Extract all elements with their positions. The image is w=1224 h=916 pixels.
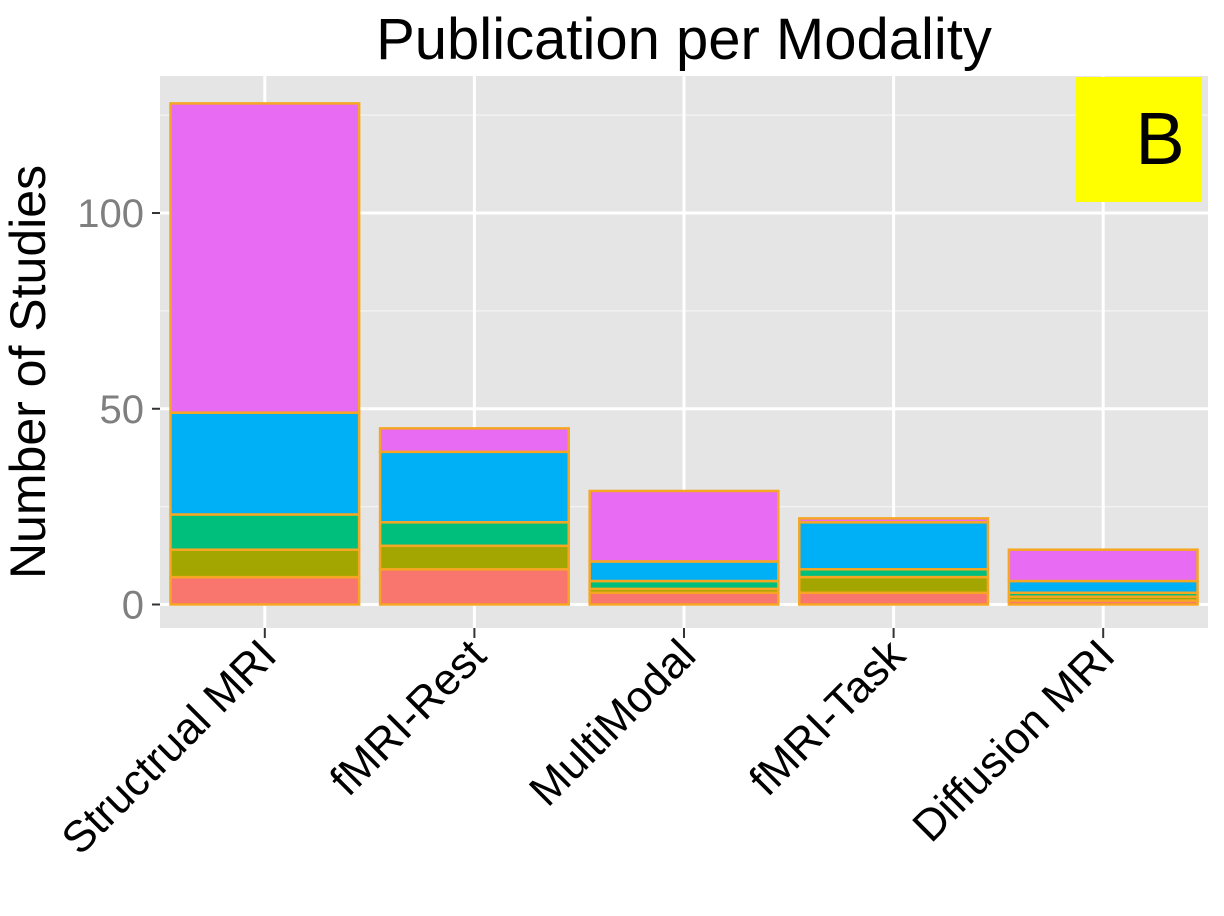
bar-segment [798, 575, 990, 595]
bar-segment [588, 489, 780, 563]
x-tick-label: Structrual MRI [52, 630, 285, 863]
bar-segment [378, 450, 570, 524]
y-tick-label: 0 [122, 584, 144, 628]
bar-segment [378, 521, 570, 548]
y-tick-label: 50 [100, 388, 145, 432]
chart-title: Publication per Modality [376, 7, 992, 72]
bar-segment [169, 548, 361, 579]
bar-segment [169, 102, 361, 414]
bar-segment [588, 560, 780, 583]
bar-segment [378, 427, 570, 454]
bar-segment [798, 521, 990, 571]
x-tick-label: Diffusion MRI [903, 630, 1124, 851]
x-axis-ticks: Structrual MRI fMRI-Rest MultiModal fMRI-Ta… [52, 628, 1124, 864]
bar-segment [169, 575, 361, 606]
y-axis-ticks: 0 50 100 [77, 192, 160, 628]
x-tick-label: fMRI-Task [740, 630, 915, 805]
bar-segment [169, 411, 361, 516]
bar-segment [378, 544, 570, 571]
x-tick-label: MultiModal [520, 630, 705, 815]
bars [169, 102, 1199, 606]
x-tick-label: fMRI-Rest [321, 630, 496, 805]
panel-label: B [1135, 97, 1184, 180]
bar-segment [1007, 548, 1199, 583]
bar-segment [798, 517, 990, 524]
bar-segment [798, 591, 990, 606]
bar-segment [378, 568, 570, 606]
bar-segment [588, 591, 780, 606]
panel-label-background [1076, 77, 1202, 202]
bar-segment [169, 513, 361, 551]
y-tick-label: 100 [77, 192, 144, 236]
panel-label-box: B [1076, 77, 1202, 202]
bar-segment [1007, 579, 1199, 595]
